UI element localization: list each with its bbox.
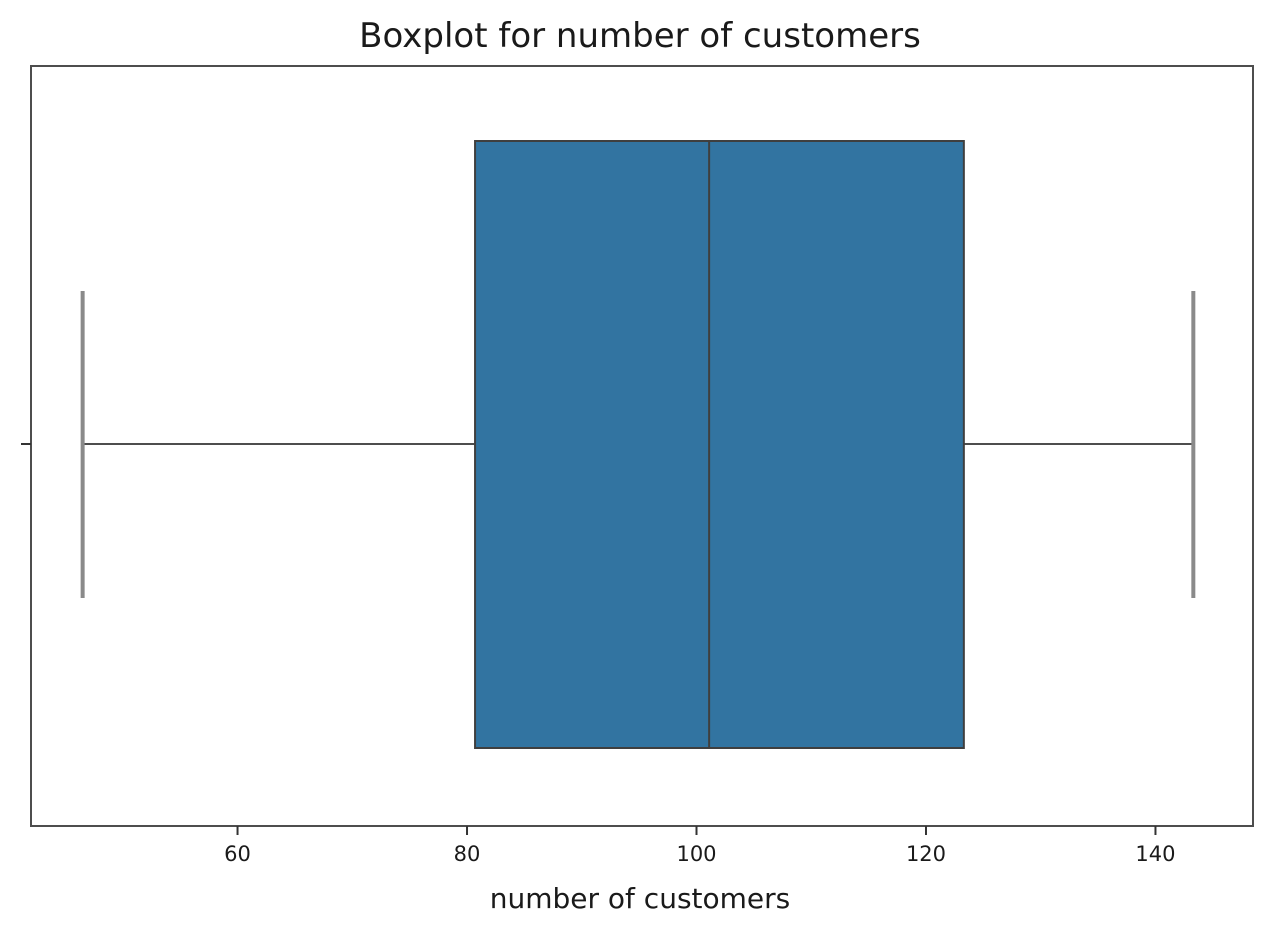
x-tick-label: 100 <box>676 842 716 866</box>
x-tick-label: 140 <box>1135 842 1175 866</box>
x-tick-label: 60 <box>224 842 251 866</box>
plot-area <box>80 140 1196 749</box>
x-tick-label: 80 <box>454 842 481 866</box>
chart-title: Boxplot for number of customers <box>359 16 921 56</box>
x-axis-label: number of customers <box>490 882 791 915</box>
x-axis-ticks: 60 80 100 120 140 <box>224 826 1176 866</box>
x-tick-label: 120 <box>906 842 946 866</box>
iqr-box <box>474 140 965 749</box>
plot-frame <box>30 65 1254 827</box>
